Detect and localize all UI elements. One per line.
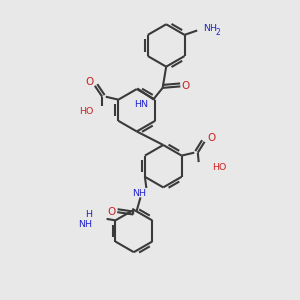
Text: NH: NH <box>132 189 146 198</box>
Text: O: O <box>86 77 94 87</box>
Text: HN: HN <box>134 100 148 109</box>
Text: H: H <box>85 210 92 219</box>
Text: O: O <box>181 81 190 92</box>
Text: O: O <box>107 207 116 217</box>
Text: NH: NH <box>203 24 217 33</box>
Text: HO: HO <box>212 163 227 172</box>
Text: 2: 2 <box>215 28 220 37</box>
Text: NH: NH <box>78 220 92 229</box>
Text: HO: HO <box>79 107 93 116</box>
Text: O: O <box>207 133 215 143</box>
